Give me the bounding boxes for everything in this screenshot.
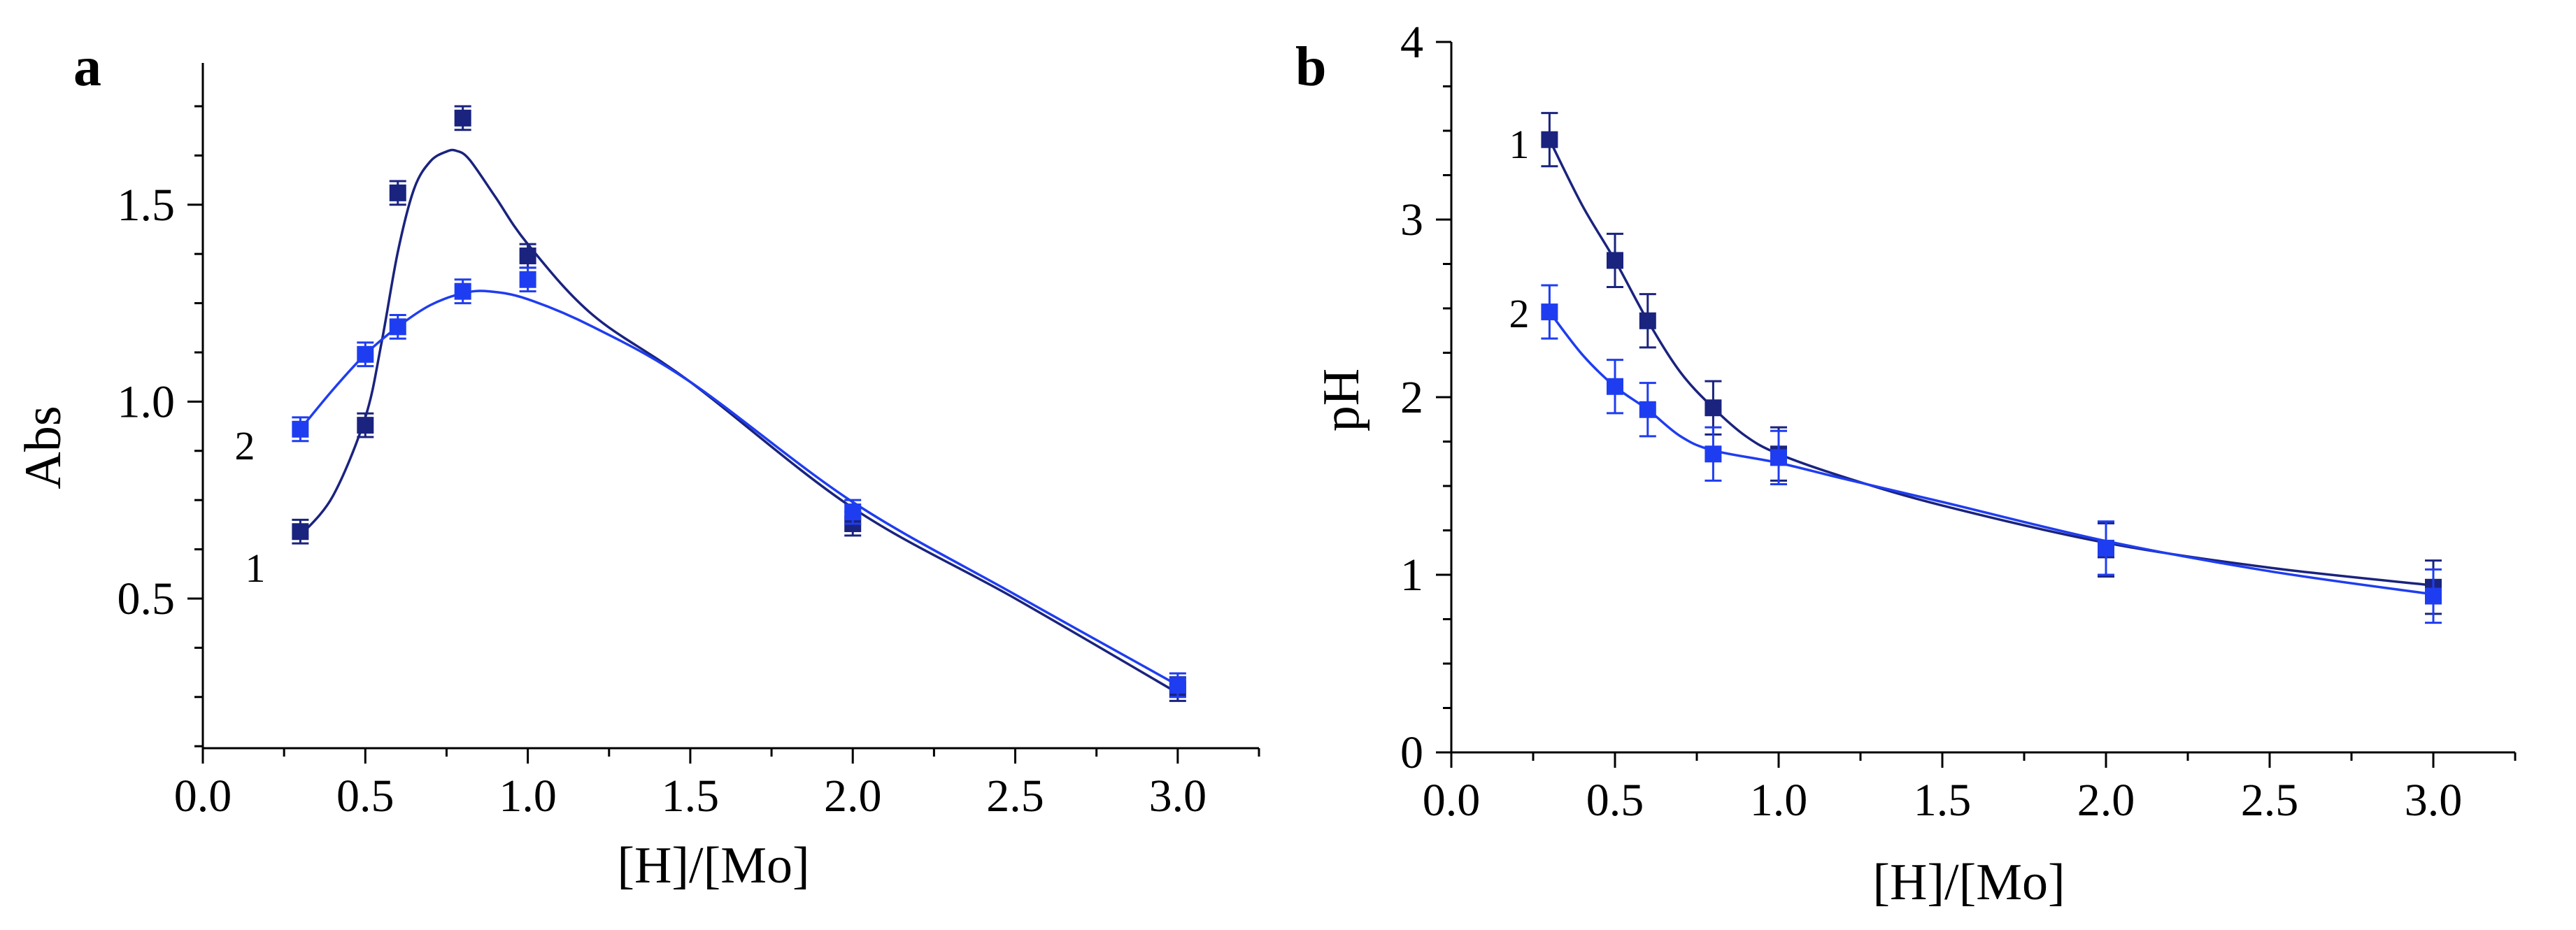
panel-b-series-1-point: [1639, 293, 1656, 349]
panel-b-series-1-fit-line: [1548, 138, 2434, 587]
data-marker: [1169, 676, 1186, 694]
panel-a-series-1: [292, 105, 1186, 702]
data-marker: [292, 523, 309, 541]
panel-b-series-2-point: [2098, 520, 2114, 576]
panel-a: a Abs [H]/[Mo] 2 1 0.0 0.5 1.0 1.5 2.0 2.5 3.0…: [15, 36, 1260, 894]
panel-a-series-1-fit-line: [299, 148, 1179, 694]
panel-a-y-tick-label: 1.5: [118, 180, 176, 231]
data-marker: [1639, 401, 1656, 418]
data-marker: [1705, 445, 1722, 463]
panel-a-series-2-point: [454, 278, 471, 305]
panel-a-series-2: [292, 266, 1186, 699]
data-marker: [519, 247, 536, 264]
panel-a-x-tick-label: 0.0: [174, 771, 232, 822]
data-marker: [389, 184, 406, 201]
data-marker: [357, 417, 374, 434]
panel-a-series-1-point: [357, 412, 374, 438]
panel-a-series-2-point: [844, 499, 862, 525]
panel-a-series-1-point: [389, 180, 406, 206]
panel-a-series-2-point: [1169, 672, 1186, 699]
panel-b-series-2-point: [1770, 429, 1787, 485]
panel-b-y-tick-label: 2: [1400, 372, 1423, 423]
data-marker: [2098, 539, 2114, 557]
panel-a-series-1-point: [292, 518, 309, 545]
panel-a-series-2-point: [519, 266, 536, 293]
panel-b-x-tick-label: 2.0: [2077, 775, 2135, 826]
panel-b-x-tick-label: 1.0: [1750, 775, 1808, 826]
panel-b-y-tick-label: 1: [1400, 550, 1423, 601]
data-marker: [1705, 399, 1722, 417]
panel-a-series-1-point: [454, 105, 471, 131]
panel-b-plot-area: 0.0 0.5 1.0 1.5 2.0 2.5 3.0 0 1 2 3 4: [1400, 17, 2517, 826]
panel-b-series-2: [1541, 284, 2442, 624]
panel-b-x-tick-label: 0.0: [1423, 775, 1481, 826]
panel-b-series-1-point: [1541, 112, 1558, 168]
panel-a-y-tick-label: 1.0: [118, 376, 176, 427]
panel-a-y-tick-label: 0.5: [118, 573, 176, 624]
data-marker: [844, 503, 862, 521]
panel-b-series-1-point: [1607, 232, 1623, 289]
panel-b-label: b: [1295, 36, 1327, 98]
panel-b-series-2-point: [1705, 426, 1722, 482]
panel-b-series-1: [1541, 112, 2442, 615]
data-marker: [519, 271, 536, 288]
panel-a-ylabel: Abs: [15, 406, 72, 489]
panel-b-series-2-label: 2: [1509, 291, 1530, 336]
data-marker: [1541, 303, 1558, 321]
panel-a-xlabel: [H]/[Mo]: [617, 837, 809, 894]
data-marker: [454, 282, 471, 300]
panel-b-y-tick-label: 4: [1400, 17, 1423, 68]
data-marker: [389, 318, 406, 336]
panel-a-label: a: [73, 36, 101, 98]
panel-a-series-1-point: [519, 243, 536, 269]
panel-a-x-tick-label: 1.0: [499, 771, 557, 822]
panel-b-x-tick-label: 1.5: [1914, 775, 1972, 826]
data-marker: [454, 109, 471, 127]
panel-a-plot-area: 0.0 0.5 1.0 1.5 2.0 2.5 3.0 0.5 1.0 1.5: [118, 63, 1260, 822]
panel-b-y-tick-label: 3: [1400, 194, 1423, 245]
panel-a-series-2-point: [389, 313, 406, 340]
panel-a-x-tick-label: 2.0: [824, 771, 882, 822]
panel-a-series-2-point: [292, 416, 309, 443]
panel-b-series-2-point: [1541, 284, 1558, 340]
panel-a-series-2-fit-line: [299, 289, 1179, 687]
panel-b-series-2-fit-line: [1549, 311, 2434, 596]
panel-a-x-tick-label: 0.5: [336, 771, 394, 822]
panel-a-series-2-point: [357, 341, 374, 368]
data-marker: [1541, 131, 1558, 148]
panel-b-xlabel: [H]/[Mo]: [1872, 854, 2065, 911]
panel-a-x-tick-label: 2.5: [986, 771, 1044, 822]
panel-b-series-1-label: 1: [1509, 122, 1530, 167]
panel-b-ylabel: pH: [1313, 369, 1370, 431]
panel-b-series-2-point: [1607, 359, 1623, 415]
data-marker: [1639, 312, 1656, 329]
panel-b-series-2-point: [1639, 382, 1656, 438]
data-marker: [1607, 378, 1623, 395]
panel-a-series-1-label: 1: [245, 545, 266, 591]
data-marker: [292, 420, 309, 438]
panel-a-series-2-label: 2: [235, 423, 255, 468]
data-marker: [1607, 252, 1623, 269]
panel-b: b pH [H]/[Mo] 1 2 0.0 0.5 1.0 1.5 2.0 2.5 3.00…: [1295, 17, 2517, 911]
data-marker: [1770, 449, 1787, 466]
data-marker: [2425, 587, 2442, 605]
panel-b-y-tick-label: 0: [1400, 727, 1423, 778]
panel-b-x-tick-label: 3.0: [2405, 775, 2463, 826]
panel-b-series-2-point: [2425, 568, 2442, 624]
panel-b-x-tick-label: 2.5: [2241, 775, 2299, 826]
panel-a-x-tick-label: 3.0: [1149, 771, 1207, 822]
panel-a-x-tick-label: 1.5: [662, 771, 720, 822]
data-marker: [357, 345, 374, 363]
panel-b-x-tick-label: 0.5: [1586, 775, 1644, 826]
